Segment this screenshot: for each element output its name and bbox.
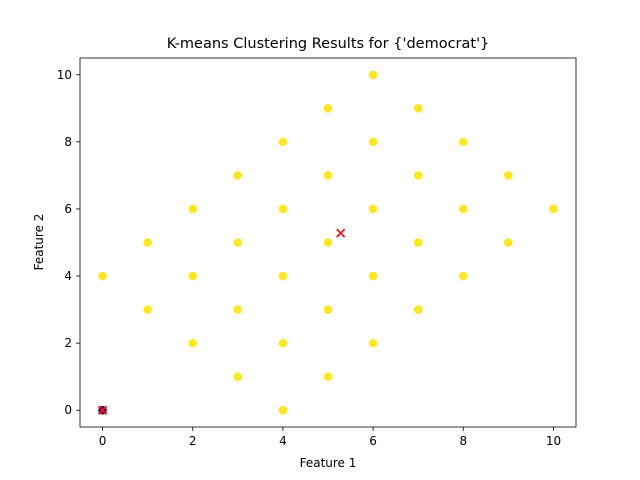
data-point: [368, 338, 378, 348]
data-point: [233, 305, 243, 314]
data-point: [323, 171, 333, 180]
data-point: [504, 171, 513, 180]
data-point: [323, 305, 333, 314]
data-point: [368, 204, 378, 214]
x-tick-label: 8: [459, 434, 467, 448]
data-point: [278, 204, 288, 214]
data-point: [188, 271, 198, 281]
centroid-marker: [335, 228, 346, 238]
x-tick-label: 10: [546, 434, 561, 448]
data-point: [413, 238, 423, 247]
y-tick-label: 8: [64, 135, 72, 149]
data-point: [188, 338, 198, 348]
data-point: [413, 305, 423, 314]
data-point: [188, 204, 198, 214]
x-axis: 0 2 4 6 8 10: [99, 427, 561, 448]
data-point: [323, 372, 333, 381]
data-point: [368, 271, 378, 281]
data-point: [458, 137, 468, 147]
data-point: [278, 405, 288, 415]
y-axis: 0 2 4 6 8 10: [57, 68, 80, 417]
data-point: [368, 70, 378, 80]
y-tick-label: 4: [64, 269, 72, 283]
data-point: [549, 204, 558, 214]
x-tick-label: 4: [279, 434, 287, 448]
data-point: [278, 271, 288, 281]
x-tick-label: 2: [189, 434, 197, 448]
data-point: [413, 171, 423, 180]
data-point: [278, 338, 288, 348]
y-tick-label: 0: [64, 403, 72, 417]
y-axis-label: Feature 2: [32, 214, 46, 271]
data-point: [323, 238, 333, 247]
y-tick-label: 10: [57, 68, 72, 82]
data-point: [458, 204, 468, 214]
plot-area: [79, 57, 577, 428]
data-point: [143, 305, 152, 314]
data-point: [143, 238, 152, 247]
centroid-marker: [97, 405, 108, 415]
data-point: [323, 104, 333, 113]
plot-frame: [79, 57, 577, 428]
data-point: [233, 171, 243, 180]
data-point: [368, 137, 378, 147]
x-axis-label: Feature 1: [300, 456, 357, 470]
data-point: [458, 271, 468, 281]
data-point: [233, 372, 243, 381]
data-point: [278, 137, 288, 147]
y-tick-label: 6: [64, 202, 72, 216]
data-point: [233, 238, 243, 247]
x-tick-label: 0: [99, 434, 107, 448]
x-tick-label: 6: [369, 434, 377, 448]
chart-title: K-means Clustering Results for {'democra…: [167, 36, 490, 52]
data-point: [98, 271, 107, 281]
y-tick-label: 2: [64, 336, 72, 350]
data-point: [504, 238, 513, 247]
data-point: [413, 104, 423, 113]
